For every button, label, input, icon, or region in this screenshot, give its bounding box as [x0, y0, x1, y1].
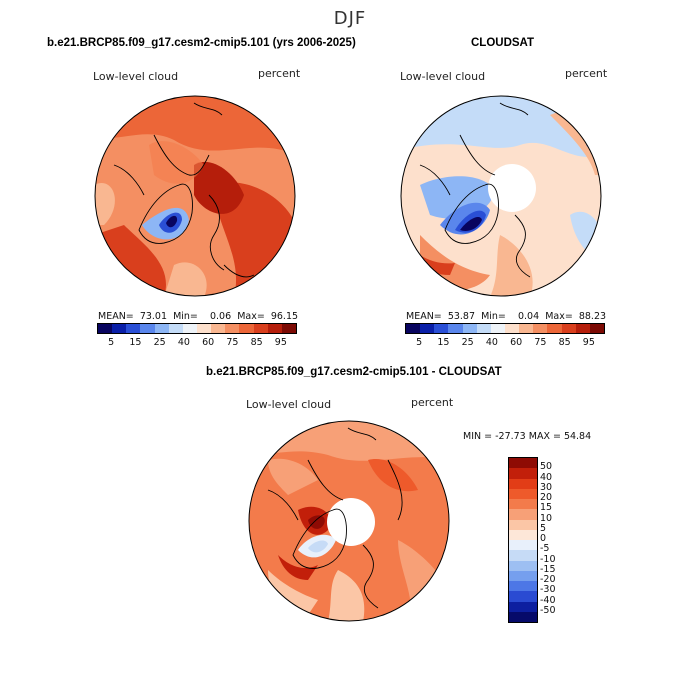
- colorbar-tick-label: 0: [540, 533, 547, 544]
- colorbar-cell: [112, 324, 127, 333]
- colorbar-cell: [509, 581, 537, 592]
- colorbar-cell: [154, 324, 169, 333]
- panel1-colorbar: [97, 323, 297, 334]
- colorbar-tick-label: -5: [540, 543, 550, 555]
- colorbar-tick-label: 60: [510, 337, 523, 348]
- colorbar-cell: [98, 324, 113, 333]
- colorbar-cell: [509, 509, 537, 520]
- colorbar-cell: [211, 324, 226, 333]
- colorbar-tick-label: 15: [129, 337, 142, 348]
- colorbar-cell: [420, 324, 435, 333]
- colorbar-cell: [406, 324, 421, 333]
- colorbar-cell: [168, 324, 183, 333]
- colorbar-tick-label: 15: [540, 502, 553, 514]
- colorbar-tick-label: 85: [558, 337, 571, 348]
- colorbar-cell: [509, 478, 537, 489]
- colorbar-cell: [509, 468, 537, 479]
- colorbar-tick-label: -15: [540, 563, 556, 575]
- colorbar-cell: [267, 324, 282, 333]
- colorbar-cell: [509, 591, 537, 602]
- colorbar-cell: [509, 611, 537, 622]
- colorbar-cell: [434, 324, 449, 333]
- panel1-units-label: percent: [258, 67, 301, 80]
- colorbar-cell: [448, 324, 463, 333]
- colorbar-tick-label: 5: [416, 337, 423, 348]
- colorbar-tick-label: 25: [153, 337, 166, 348]
- colorbar-cell: [589, 324, 604, 333]
- colorbar-cell: [533, 324, 548, 333]
- colorbar-tick-label: -20: [540, 574, 556, 585]
- season-title: DJF: [333, 8, 367, 29]
- panel3-polar-map: [248, 420, 450, 622]
- colorbar-tick-label: 95: [582, 337, 595, 348]
- colorbar-cell: [504, 324, 520, 333]
- colorbar-cell: [253, 324, 268, 333]
- colorbar-tick-label: 15: [437, 337, 450, 348]
- colorbar-cell: [509, 519, 537, 530]
- panel2-stats: MEAN= 53.87 Min= 0.04 Max= 88.23: [406, 311, 607, 322]
- panel3-minmax: MIN = -27.73 MAX = 54.84: [463, 431, 592, 442]
- colorbar-cell: [509, 458, 537, 469]
- panel1-title: b.e21.BRCP85.f09_g17.cesm2-cmip5.101 (yr…: [47, 37, 356, 49]
- colorbar-cell: [196, 324, 212, 333]
- colorbar-cell: [490, 324, 505, 333]
- colorbar-cell: [281, 324, 296, 333]
- colorbar-tick-label: -30: [540, 584, 556, 596]
- panel2-colorbar: [405, 323, 605, 334]
- panel3-colorbar: [508, 457, 538, 623]
- colorbar-cell: [575, 324, 590, 333]
- panel2-units-label: percent: [565, 67, 608, 80]
- colorbar-tick-label: 75: [534, 337, 547, 348]
- panel1-stats: MEAN= 73.01 Min= 0.06 Max= 96.15: [98, 311, 299, 322]
- panel3-colorbar-ticks: 50 40 30 20 15 10 5 0 -5 -10 -15 -20 -30 -40 -50: [540, 457, 580, 621]
- colorbar-cell: [509, 550, 537, 561]
- colorbar-tick-label: -40: [540, 594, 556, 606]
- colorbar-cell: [509, 560, 537, 571]
- colorbar-tick-label: 50: [540, 461, 553, 473]
- colorbar-tick-label: -10: [540, 553, 556, 565]
- colorbar-cell: [239, 324, 254, 333]
- colorbar-cell: [476, 324, 491, 333]
- colorbar-cell: [225, 324, 240, 333]
- colorbar-tick-label: 40: [485, 337, 498, 348]
- colorbar-cell: [462, 324, 477, 333]
- colorbar-tick-label: 30: [540, 481, 553, 493]
- panel3-variable-label: Low-level cloud: [246, 398, 332, 411]
- colorbar-cell: [519, 324, 534, 333]
- panel1-variable-label: Low-level cloud: [93, 70, 179, 83]
- panel3-units-label: percent: [411, 396, 454, 409]
- colorbar-tick-label: 10: [540, 512, 553, 524]
- colorbar-tick-label: 40: [177, 337, 190, 348]
- colorbar-cell: [509, 529, 537, 540]
- colorbar-tick-label: 25: [461, 337, 474, 348]
- colorbar-cell: [547, 324, 562, 333]
- colorbar-cell: [509, 499, 537, 510]
- colorbar-tick-label: -50: [540, 604, 556, 616]
- colorbar-cell: [509, 601, 537, 612]
- panel1-polar-map: [94, 95, 296, 297]
- colorbar-cell: [126, 324, 141, 333]
- colorbar-cell: [182, 324, 197, 333]
- colorbar-tick-label: 5: [108, 337, 115, 348]
- colorbar-cell: [509, 540, 537, 551]
- panel2-variable-label: Low-level cloud: [400, 70, 486, 83]
- colorbar-cell: [509, 488, 537, 499]
- colorbar-tick-label: 60: [202, 337, 215, 348]
- colorbar-tick-label: 20: [540, 492, 553, 503]
- colorbar-tick-label: 75: [226, 337, 239, 348]
- panel3-title: b.e21.BRCP85.f09_g17.cesm2-cmip5.101 - C…: [206, 366, 502, 378]
- colorbar-tick-label: 40: [540, 471, 553, 483]
- colorbar-cell: [561, 324, 576, 333]
- colorbar-tick-label: 5: [540, 522, 547, 534]
- panel2-colorbar-ticks: 5 15 25 40 60 75 85 95: [405, 337, 603, 349]
- panel2-polar-map: [400, 95, 602, 297]
- panel1-colorbar-ticks: 5 15 25 40 60 75 85 95: [97, 337, 295, 349]
- colorbar-tick-label: 85: [250, 337, 263, 348]
- colorbar-cell: [140, 324, 155, 333]
- panel2-title: CLOUDSAT: [471, 37, 535, 49]
- colorbar-tick-label: 95: [274, 337, 287, 348]
- colorbar-cell: [509, 570, 537, 581]
